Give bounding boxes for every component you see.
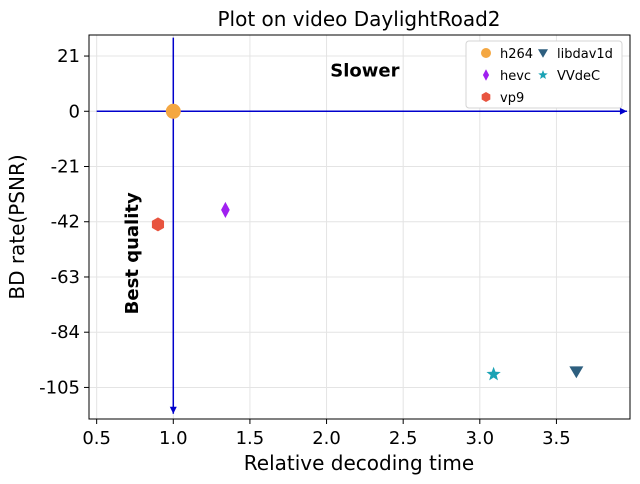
- legend-marker-h264: [481, 48, 491, 58]
- legend-marker-libdav1d: [538, 49, 548, 58]
- y-axis-label: BD rate(PSNR): [5, 154, 29, 299]
- x-tick-label: 3.5: [542, 428, 571, 449]
- x-axis-ticks: 0.5 1.0 1.5 2.0 2.5 3.0 3.5: [82, 419, 571, 449]
- legend-label-vvdec: VVdeC: [557, 69, 600, 84]
- y-tick-label: -63: [51, 267, 80, 288]
- y-tick-label: 0: [69, 101, 80, 122]
- point-vvdec: [486, 366, 501, 381]
- x-tick-label: 1.5: [236, 428, 265, 449]
- y-tick-label: -84: [51, 322, 80, 343]
- point-vp9: [151, 217, 165, 232]
- x-tick-label: 0.5: [82, 428, 111, 449]
- annotation-best-quality: Best quality: [122, 192, 143, 314]
- y-tick-label: 21: [57, 46, 80, 67]
- x-tick-label: 2.5: [389, 428, 418, 449]
- point-hevc: [221, 201, 230, 218]
- x-axis-label: Relative decoding time: [244, 451, 474, 475]
- annotation-slower: Slower: [330, 61, 399, 82]
- chart-title: Plot on video DaylightRoad2: [217, 7, 500, 31]
- point-h264: [165, 103, 181, 119]
- legend-label-h264: h264: [500, 47, 533, 62]
- plot-area-frame: [88, 34, 631, 420]
- y-axis-ticks: 21 0 -21 -42 -63 -84 -105: [39, 46, 89, 398]
- legend-label-vp9: vp9: [500, 91, 524, 106]
- legend-marker-vvdec: [538, 70, 548, 80]
- x-tick-label: 3.0: [465, 428, 494, 449]
- annotations: Slower Best quality: [122, 61, 400, 315]
- arrow-head: [169, 406, 177, 414]
- x-tick-label: 1.0: [159, 428, 188, 449]
- arrow-head: [619, 107, 627, 115]
- y-tick-label: -105: [39, 377, 80, 398]
- legend: h264 hevc vp9 libdav1d VVdeC: [465, 40, 623, 109]
- data-points: [151, 103, 584, 381]
- y-tick-label: -42: [51, 212, 80, 233]
- x-tick-label: 2.0: [312, 428, 341, 449]
- y-tick-label: -21: [51, 157, 80, 178]
- legend-marker-vp9: [481, 92, 491, 102]
- legend-marker-hevc: [482, 69, 490, 81]
- legend-label-hevc: hevc: [500, 69, 531, 84]
- legend-label-libdav1d: libdav1d: [557, 47, 613, 62]
- point-libdav1d: [569, 366, 584, 379]
- direction-arrows: [96, 37, 627, 414]
